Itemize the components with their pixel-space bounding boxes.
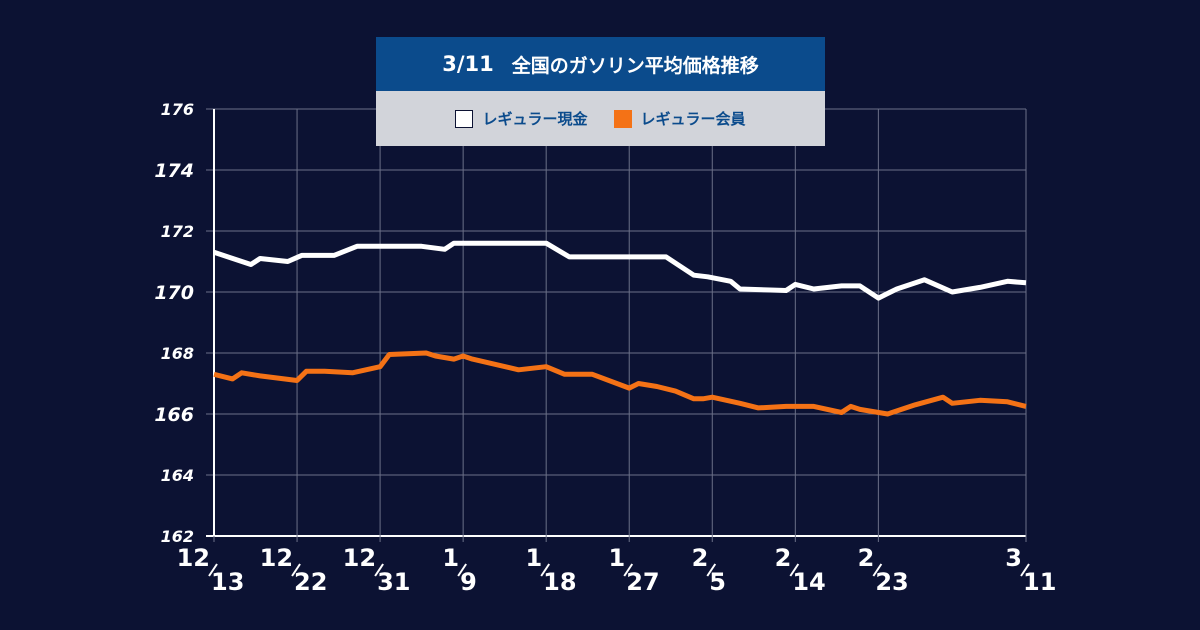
x-tick-month: 1 [525, 544, 542, 572]
title-date: 3/11 [442, 52, 494, 76]
series-lines [213, 240, 1027, 417]
x-tick-day: 23 [875, 568, 908, 596]
x-tick-slash [623, 563, 634, 577]
y-axis: 162 164 166 168 170 172 174 176 [154, 100, 194, 546]
title-text: 全国のガソリン平均価格推移 [511, 54, 759, 77]
y-tick-label: 172 [161, 222, 194, 241]
x-tick-month: 2 [692, 544, 709, 572]
y-tick-label: 176 [161, 100, 194, 119]
x-tick-label: 214 [775, 544, 826, 596]
x-tick-slash [457, 563, 467, 577]
legend: レギュラー現金 レギュラー会員 [376, 91, 825, 146]
x-tick-month: 1 [442, 544, 459, 572]
x-tick-slash [1020, 563, 1030, 577]
x-tick-day: 27 [626, 568, 659, 596]
x-tick-day: 11 [1023, 568, 1056, 596]
x-tick-label: 223 [858, 544, 909, 596]
x-tick-label: 19 [442, 544, 476, 596]
x-tick-month: 2 [775, 544, 792, 572]
x-tick-day: 22 [294, 568, 327, 596]
y-tick-label: 164 [161, 466, 194, 485]
x-tick-day: 31 [377, 568, 410, 596]
series-line-cash [213, 240, 1027, 301]
x-tick-month: 3 [1005, 544, 1022, 572]
y-tick-label: 170 [154, 282, 194, 304]
x-tick-slash [374, 563, 384, 577]
x-tick-day: 18 [543, 568, 576, 596]
legend-label-cash: レギュラー現金 [482, 110, 588, 128]
x-tick-day: 13 [211, 568, 244, 596]
grid [206, 108, 1027, 542]
y-tick-label: 166 [154, 404, 194, 426]
x-tick-day: 9 [460, 568, 477, 596]
y-tick-label: 168 [161, 344, 194, 363]
x-tick-slash [872, 563, 883, 577]
x-tick-month: 12 [177, 544, 210, 572]
x-tick-month: 12 [260, 544, 293, 572]
legend-item-member: レギュラー会員 [613, 108, 746, 129]
x-tick-slash [789, 563, 800, 577]
x-tick-slash [291, 563, 301, 577]
x-tick-label: 25 [692, 544, 726, 596]
legend-item-cash: レギュラー現金 [455, 108, 588, 129]
x-tick-slash [706, 563, 717, 577]
legend-label-member: レギュラー会員 [640, 110, 746, 128]
legend-panel: 3/11 全国のガソリン平均価格推移 レギュラー現金 レギュラー会員 [376, 37, 825, 146]
x-tick-month: 12 [343, 544, 376, 572]
legend-swatch-orange [613, 109, 632, 128]
x-tick-day: 5 [709, 568, 726, 596]
legend-swatch-white [455, 109, 474, 128]
y-tick-label: 162 [161, 527, 194, 546]
x-tick-label: 118 [525, 544, 576, 596]
chart-title: 3/11 全国のガソリン平均価格推移 [376, 37, 825, 91]
y-tick-label: 174 [154, 160, 194, 182]
x-tick-month: 2 [858, 544, 875, 572]
x-tick-day: 14 [792, 568, 825, 596]
x-tick-label: 311 [1005, 544, 1056, 596]
x-tick-label: 127 [609, 544, 660, 596]
x-tick-slash [540, 563, 551, 577]
x-tick-month: 1 [609, 544, 626, 572]
x-tick-slash [208, 563, 218, 577]
series-line-member [213, 350, 1027, 417]
